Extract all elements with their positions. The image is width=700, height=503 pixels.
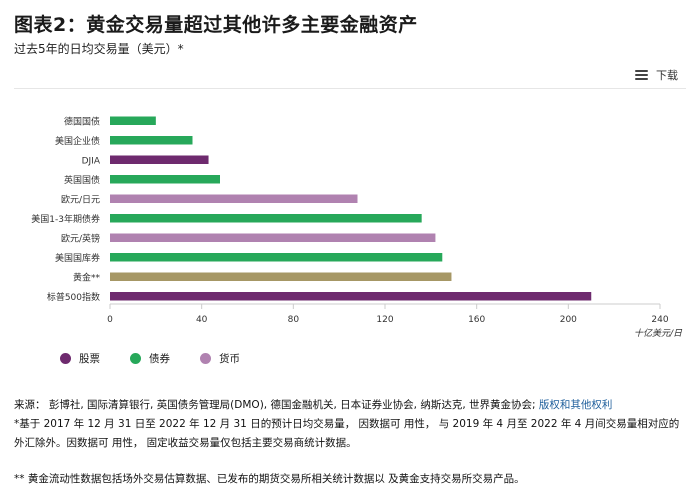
bar — [110, 116, 156, 125]
chart-area: 德国国债美国企业债 DJIA 英国国债欧元/日元美国1-3年期债券欧元/英镑美国国库… — [14, 88, 686, 374]
category-label: 美国国库券 — [55, 252, 100, 264]
download-button[interactable]: 下载 — [635, 67, 678, 83]
source-note: 来源： 彭博社, 国际清算银行, 英国债务管理局(DMO), 德国金融机关, 日… — [14, 396, 688, 415]
x-tick-label: 240 — [651, 315, 668, 325]
source-text: 来源： 彭博社, 国际清算银行, 英国债务管理局(DMO), 德国金融机关, 日… — [14, 399, 536, 411]
bar — [110, 233, 436, 242]
bar — [110, 253, 443, 262]
rights-link[interactable]: 版权和其他权利 — [538, 399, 613, 411]
notes-section: 来源： 彭博社, 国际清算银行, 英国债务管理局(DMO), 德国金融机关, 日… — [14, 396, 688, 489]
x-tick-label: 120 — [376, 315, 393, 325]
bar — [110, 175, 220, 184]
legend-dot-bonds — [130, 353, 141, 364]
bar — [110, 194, 358, 203]
page-subtitle: 过去5年的日均交易量（美元）* — [14, 42, 184, 56]
category-label: 标普500指数 — [47, 291, 100, 303]
legend-label-stocks: 股票 — [79, 353, 100, 365]
category-label: 德国国债 — [64, 115, 100, 127]
category-label: 欧元/英镑 — [61, 232, 100, 244]
category-label: 黄金** — [73, 271, 101, 283]
category-label: 美国1-3年期债券 — [31, 213, 100, 225]
legend-item-currency[interactable]: 货币 — [200, 351, 240, 366]
bar — [110, 214, 422, 223]
legend-label-bonds: 债券 — [149, 353, 170, 365]
x-tick-label: 160 — [468, 315, 485, 325]
category-label: 英国国债 — [64, 174, 100, 186]
legend-dot-currency — [200, 353, 211, 364]
bar — [110, 136, 193, 145]
bar — [110, 272, 452, 281]
legend-label-currency: 货币 — [219, 353, 240, 365]
footnote-1: *基于 2017 年 12 月 31 日至 2022 年 12 月 31 日的预… — [14, 418, 680, 449]
x-tick-label: 200 — [560, 315, 577, 325]
bar — [110, 155, 209, 164]
x-tick-label: 0 — [107, 315, 113, 325]
category-label: 欧元/日元 — [61, 193, 100, 205]
page-title: 图表2：黄金交易量超过其他许多主要金融资产 — [14, 14, 418, 36]
chart-legend: 股票 债券 货币 — [60, 351, 240, 366]
x-tick-label: 40 — [196, 315, 208, 325]
x-axis-label: 十亿美元/日 — [634, 328, 683, 339]
footnote-2: ** 黄金流动性数据包括场外交易估算数据、已发布的期货交易所相关统计数据以 及黄… — [14, 473, 525, 485]
category-label: 美国企业债 — [55, 135, 100, 147]
legend-dot-stocks — [60, 353, 71, 364]
menu-icon — [635, 70, 648, 80]
legend-item-stocks[interactable]: 股票 — [60, 351, 100, 366]
download-label: 下载 — [656, 69, 678, 82]
legend-item-bonds[interactable]: 债券 — [130, 351, 170, 366]
x-tick-label: 80 — [288, 315, 300, 325]
category-label: DJIA — [82, 156, 101, 166]
bar — [110, 292, 592, 301]
